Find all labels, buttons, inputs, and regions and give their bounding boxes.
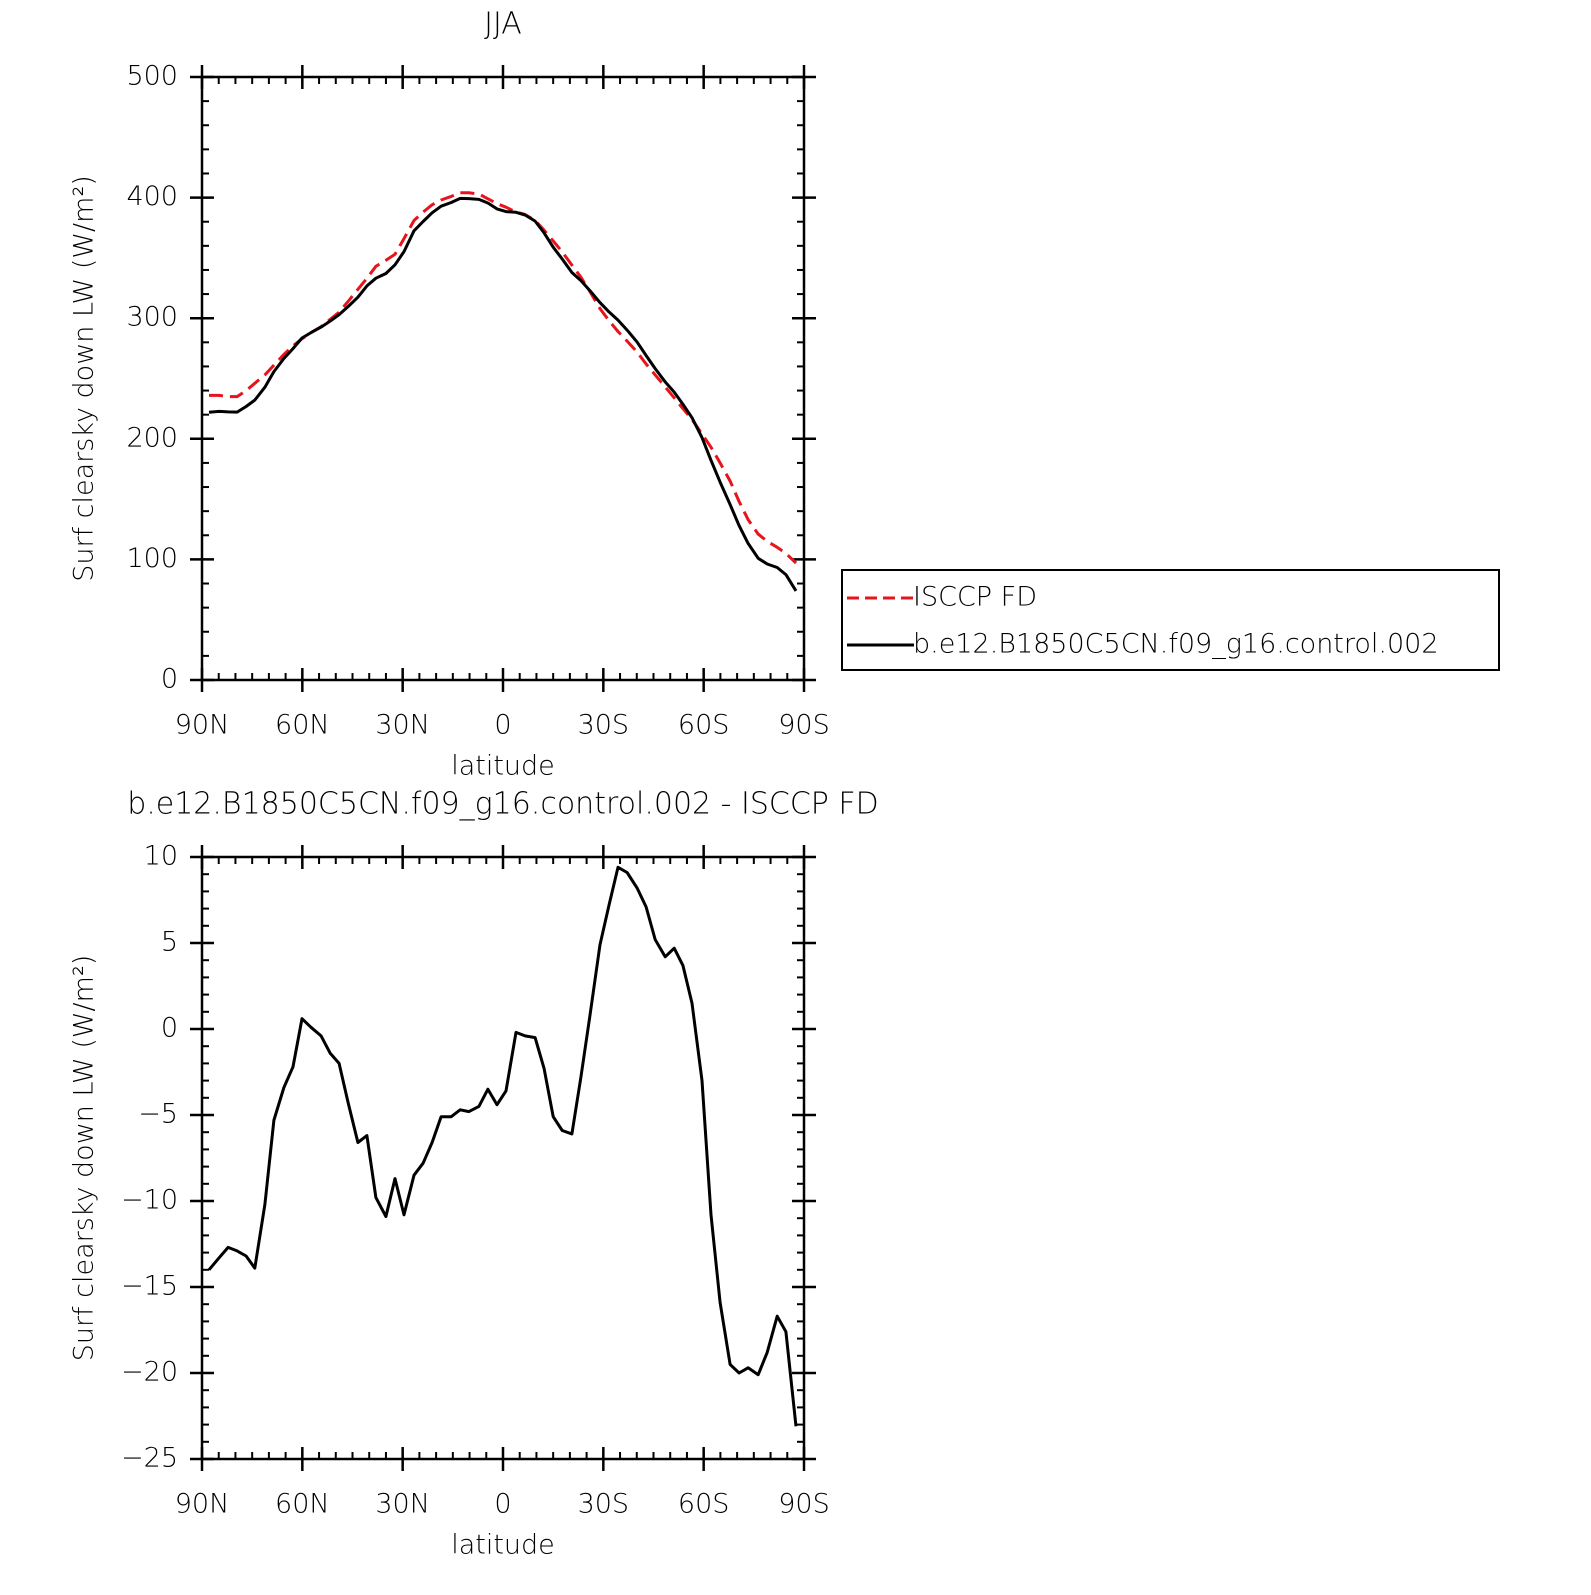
y-tick-label: −15 <box>121 1271 178 1302</box>
y-tick-label: −10 <box>121 1185 178 1216</box>
y-tick-label: 100 <box>126 543 178 574</box>
x-tick-label: 60S <box>678 710 730 741</box>
y-axis-label: Surf clearsky down LW (W/m²) <box>69 955 100 1362</box>
x-axis-label: latitude <box>451 751 555 782</box>
legend-label: b.e12.B1850C5CN.f09_g16.control.002 <box>913 629 1439 660</box>
y-tick-label: −20 <box>121 1357 178 1388</box>
x-tick-label: 0 <box>494 1489 511 1520</box>
data-line <box>208 196 798 592</box>
y-tick-label: 300 <box>126 302 178 333</box>
chart-title: b.e12.B1850C5CN.f09_g16.control.002 - IS… <box>127 787 879 822</box>
x-tick-label: 90S <box>778 710 830 741</box>
x-tick-label: 30N <box>375 710 430 741</box>
x-axis-label: latitude <box>451 1530 555 1561</box>
y-tick-label: 500 <box>126 61 178 92</box>
x-tick-label: 60N <box>275 710 330 741</box>
x-tick-label: 90N <box>175 1489 230 1520</box>
x-tick-label: 60N <box>275 1489 330 1520</box>
y-tick-label: 200 <box>126 422 178 453</box>
y-tick-label: 0 <box>161 664 178 695</box>
x-tick-label: 90S <box>778 1489 830 1520</box>
plot-frame <box>200 855 806 1461</box>
legend-box <box>841 569 1500 671</box>
y-tick-label: 10 <box>144 841 178 872</box>
y-axis-label: Surf clearsky down LW (W/m²) <box>69 175 100 582</box>
plot-frame <box>200 75 806 682</box>
x-tick-label: 0 <box>494 710 511 741</box>
y-tick-label: −25 <box>121 1443 178 1474</box>
y-tick-label: 5 <box>161 927 178 958</box>
y-tick-label: 400 <box>126 181 178 212</box>
x-tick-label: 90N <box>175 710 230 741</box>
data-line <box>209 191 798 565</box>
y-tick-label: −5 <box>138 1099 178 1130</box>
y-tick-label: 0 <box>161 1013 178 1044</box>
x-tick-label: 30S <box>578 1489 630 1520</box>
x-tick-label: 30S <box>578 710 630 741</box>
x-tick-label: 30N <box>375 1489 430 1520</box>
chart-title: JJA <box>484 7 522 42</box>
legend-label: ISCCP FD <box>913 582 1037 613</box>
x-tick-label: 60S <box>678 1489 730 1520</box>
data-line <box>207 865 798 1427</box>
